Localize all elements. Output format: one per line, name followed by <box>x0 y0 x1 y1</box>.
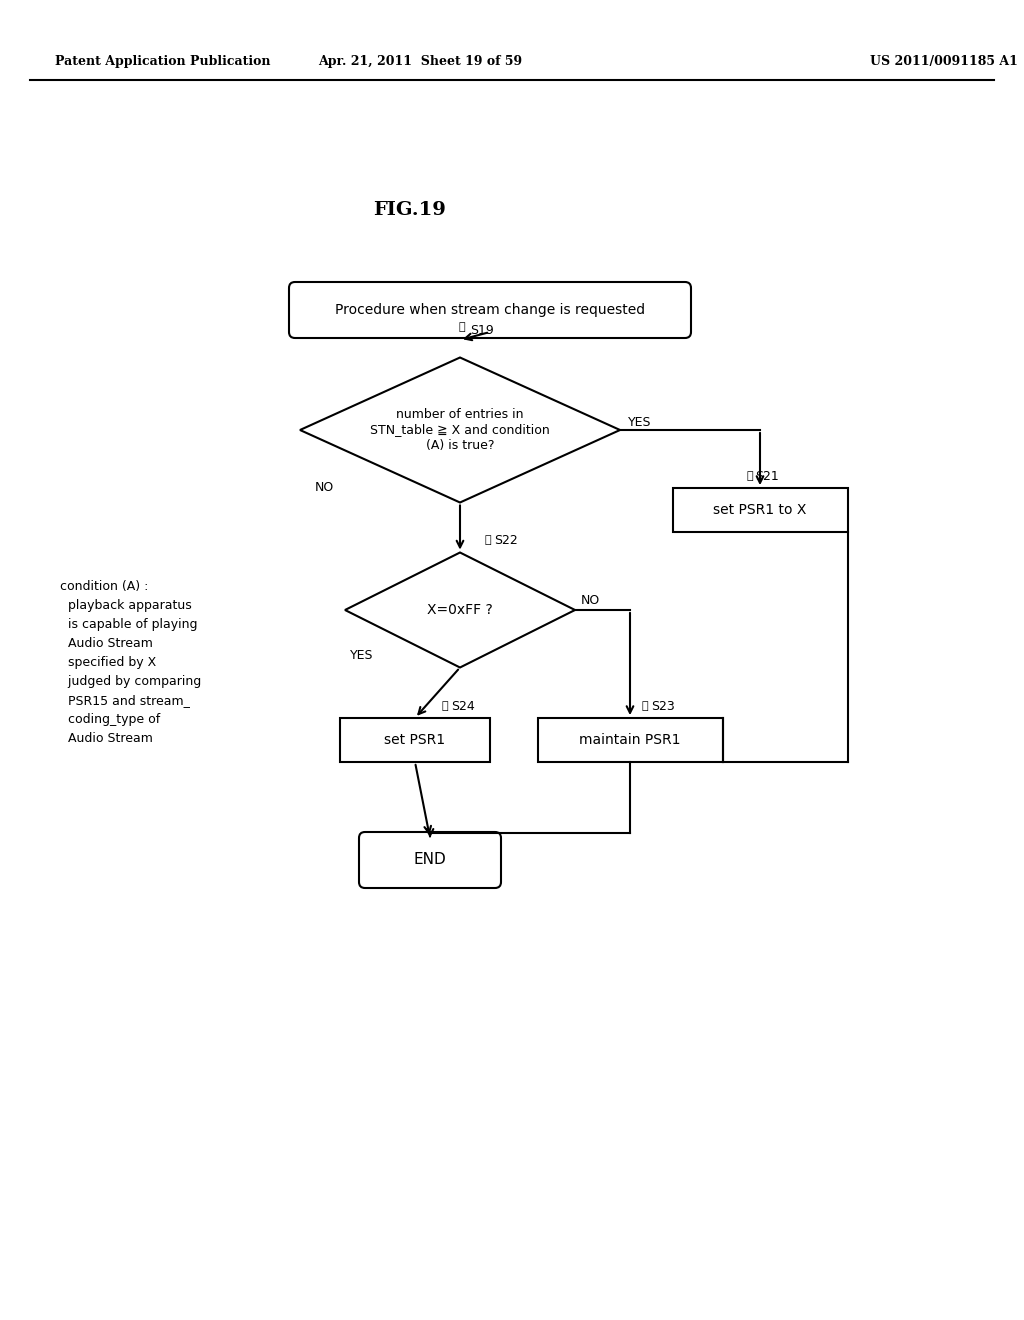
Text: S24: S24 <box>451 700 475 713</box>
Text: S21: S21 <box>755 470 778 483</box>
Bar <box>673 488 848 532</box>
Text: set PSR1: set PSR1 <box>384 733 445 747</box>
Text: ⌢: ⌢ <box>441 701 449 711</box>
Text: NO: NO <box>581 594 600 606</box>
Text: Apr. 21, 2011  Sheet 19 of 59: Apr. 21, 2011 Sheet 19 of 59 <box>317 55 522 69</box>
Text: X=0xFF ?: X=0xFF ? <box>427 603 493 616</box>
Text: ⌢: ⌢ <box>746 471 754 480</box>
Text: ⌢: ⌢ <box>459 322 465 333</box>
Text: NO: NO <box>315 480 334 494</box>
FancyBboxPatch shape <box>289 282 691 338</box>
Text: END: END <box>414 853 446 867</box>
Bar <box>340 718 490 762</box>
Text: maintain PSR1: maintain PSR1 <box>580 733 681 747</box>
Text: Patent Application Publication: Patent Application Publication <box>55 55 270 69</box>
Text: YES: YES <box>350 649 374 663</box>
Text: Procedure when stream change is requested: Procedure when stream change is requeste… <box>335 304 645 317</box>
Text: ⌢: ⌢ <box>642 701 648 711</box>
Bar <box>538 718 723 762</box>
Text: S23: S23 <box>651 700 675 713</box>
Text: YES: YES <box>628 416 651 429</box>
Text: condition (A) :
  playback apparatus
  is capable of playing
  Audio Stream
  sp: condition (A) : playback apparatus is ca… <box>60 579 202 744</box>
Text: FIG.19: FIG.19 <box>374 201 446 219</box>
Text: ⌢: ⌢ <box>484 536 492 545</box>
Text: S19: S19 <box>470 323 494 337</box>
Text: US 2011/0091185 A1: US 2011/0091185 A1 <box>870 55 1018 69</box>
FancyBboxPatch shape <box>359 832 501 888</box>
Text: set PSR1 to X: set PSR1 to X <box>714 503 807 517</box>
Text: S22: S22 <box>494 535 518 546</box>
Polygon shape <box>345 553 575 668</box>
Text: number of entries in
STN_table ≧ X and condition
(A) is true?: number of entries in STN_table ≧ X and c… <box>370 408 550 451</box>
Polygon shape <box>300 358 620 503</box>
